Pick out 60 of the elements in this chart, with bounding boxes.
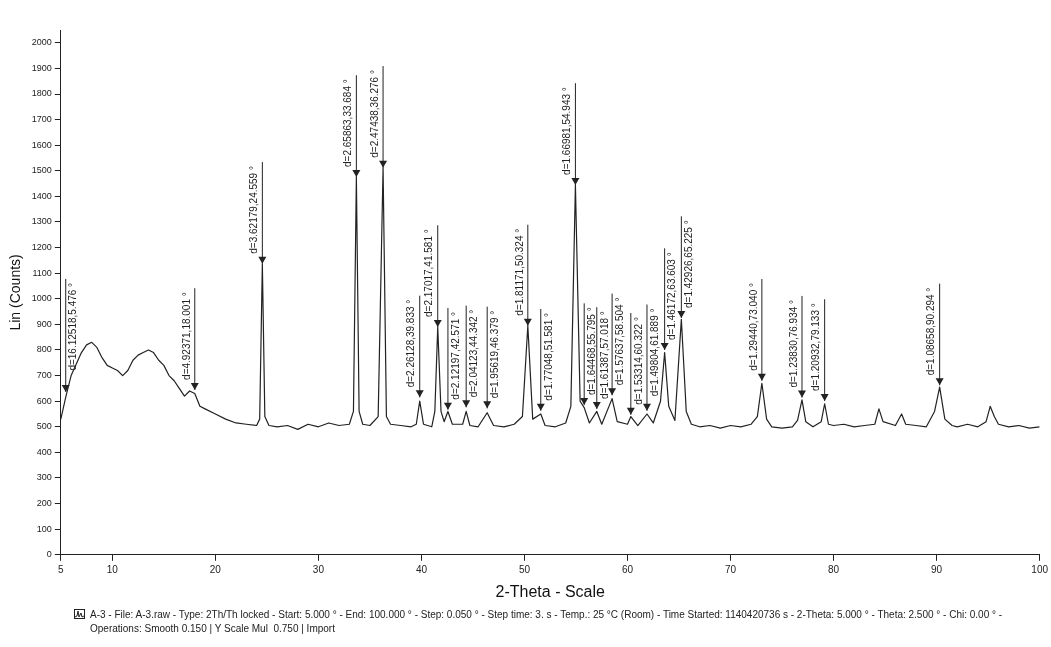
annotation: d=2.17017,41.581 ° bbox=[423, 229, 435, 317]
y-tick-label: 500 bbox=[36, 421, 52, 432]
annotation: d=1.23830,76.934 ° bbox=[787, 299, 799, 388]
y-tick-label: 100 bbox=[36, 523, 52, 534]
annotation: d=2.65863,33.684 ° bbox=[342, 79, 354, 167]
annotation: d=1.95619,46.379 ° bbox=[488, 310, 500, 399]
annotation: d=2.04123,44.342 ° bbox=[467, 309, 479, 398]
y-tick-label: 300 bbox=[36, 472, 52, 483]
x-tick-label: 40 bbox=[415, 563, 428, 575]
annotation: d=3.62179,24.559 ° bbox=[248, 166, 260, 254]
x-tick-label: 10 bbox=[106, 563, 119, 575]
y-tick-label: 1700 bbox=[31, 114, 52, 125]
y-tick-label: 700 bbox=[36, 370, 52, 381]
x-axis-title: 2-Theta - Scale bbox=[495, 582, 606, 600]
y-tick-label: 200 bbox=[36, 498, 52, 509]
text: A-3 - File: A-3.raw - Type: 2Th/Th locked - Start: 5.000 ° - End: 100.000 ° - Step: 0.050 ° - Step time: 3. s - Temp.: 25 °C (Room) - Time Started: 1140420736 s - 2-Theta: 5.000 ° - Theta: 2.500 ° - Chi: 0.00 ° - bbox=[90, 608, 1003, 622]
annotation: d=2.47438,36.276 ° bbox=[368, 70, 380, 158]
y-tick-label: 1600 bbox=[31, 139, 52, 150]
y-tick-label: 1800 bbox=[31, 88, 52, 99]
y-tick-label: 900 bbox=[36, 318, 52, 329]
annotation: d=1.81171,50.324 ° bbox=[513, 228, 525, 316]
annotation: d=4.92371,18.001 ° bbox=[180, 292, 192, 380]
annotation: d=1.20932,79.133 ° bbox=[810, 303, 822, 391]
annotation: d=2.26128,39.833 ° bbox=[405, 299, 417, 388]
annotation: d=1.64468,55.795 ° bbox=[585, 307, 597, 396]
annotation: d=1.42926,65.225 ° bbox=[683, 220, 695, 308]
x-tick-label: 90 bbox=[931, 563, 943, 575]
annotation: d=1.77048,51.581 ° bbox=[542, 312, 554, 401]
annotation: d=1.46172,63.603 ° bbox=[666, 252, 678, 340]
x-tick-label: 30 bbox=[312, 563, 325, 575]
x-tick-label: 60 bbox=[621, 563, 634, 575]
y-tick-label: 1900 bbox=[31, 62, 52, 73]
y-tick-label: 1500 bbox=[31, 165, 52, 176]
y-tick-label: 1400 bbox=[31, 190, 52, 201]
y-tick-label: 800 bbox=[36, 344, 52, 355]
annotation: d=1.08658,90.294 ° bbox=[925, 287, 937, 376]
x-tick-label: 100 bbox=[1031, 563, 1049, 575]
x-tick-label: 50 bbox=[518, 563, 531, 575]
y-tick-label: 1300 bbox=[31, 216, 52, 227]
annotation: d=1.29440,73.040 ° bbox=[747, 283, 759, 371]
x-tick-label: 5 bbox=[58, 563, 65, 575]
x-tick-label: 20 bbox=[209, 563, 222, 575]
annotation: d=1.53314,60.322 ° bbox=[632, 317, 644, 405]
y-tick-label: 1000 bbox=[31, 293, 52, 304]
annotation: d=2.12197,42.571 ° bbox=[449, 311, 461, 400]
annotation: d=1.61387,57.018 ° bbox=[598, 311, 610, 399]
y-tick-label: 600 bbox=[36, 395, 52, 406]
annotation: d=1.49804,61.889 ° bbox=[648, 308, 660, 397]
y-tick-label: 2000 bbox=[31, 37, 52, 48]
y-tick-label: 1100 bbox=[32, 267, 52, 278]
y-axis-title: Lin (Counts) bbox=[7, 254, 24, 331]
y-tick-label: 0 bbox=[46, 549, 52, 560]
text: Operations: Smooth 0.150 | Y Scale Mul 0.750 | Import bbox=[90, 622, 336, 636]
annotation: d=1.57637,58.504 ° bbox=[613, 297, 625, 386]
y-tick-label: 1200 bbox=[31, 242, 52, 253]
x-tick-label: 70 bbox=[724, 563, 737, 575]
x-tick-label: 80 bbox=[828, 563, 840, 575]
annotation: d=1.66981,54.943 ° bbox=[561, 87, 573, 175]
y-tick-label: 400 bbox=[36, 446, 52, 457]
annotation: d=16.12518,5.476 ° bbox=[67, 282, 79, 371]
